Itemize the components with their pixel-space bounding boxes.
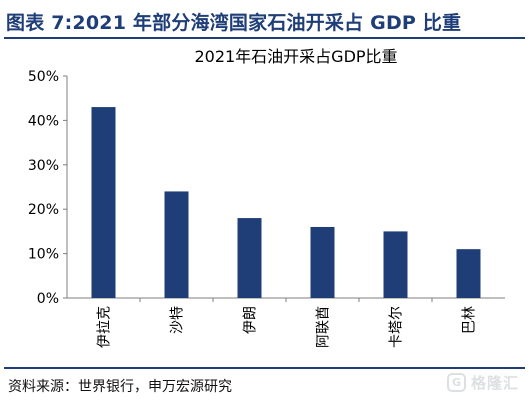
figure-title: 图表 7:2021 年部分海湾国家石油开采占 GDP 比重 — [6, 12, 462, 34]
bar-2 — [164, 191, 189, 298]
title-rule — [4, 37, 525, 39]
x-tick-label: 伊拉克 — [97, 306, 113, 348]
source-rule — [4, 367, 525, 369]
chart-title: 2021年石油开采占GDP比重 — [194, 47, 397, 66]
x-tick-labels: 伊拉克 沙特 伊朗 阿联酋 卡塔尔 巴林 — [97, 306, 478, 348]
bar-3 — [237, 218, 262, 298]
x-tick-label: 阿联酋 — [315, 306, 332, 348]
x-tick-label: 卡塔尔 — [389, 306, 405, 348]
bar-4 — [310, 226, 335, 298]
y-tick-labels: 0% 10% 20% 30% 40% 50% — [28, 69, 59, 307]
watermark: G 格隆汇 — [446, 372, 519, 393]
bars — [91, 107, 481, 298]
y-tick-label: 30% — [28, 158, 59, 174]
y-tick-label: 20% — [28, 202, 59, 218]
y-tick-label: 0% — [37, 291, 59, 307]
y-tick-label: 10% — [28, 247, 59, 263]
x-tick-label: 巴林 — [462, 306, 478, 334]
watermark-logo-icon: G — [446, 373, 466, 392]
x-tick-label: 伊朗 — [243, 306, 259, 334]
bar-6 — [456, 249, 481, 298]
y-tick-label: 40% — [28, 113, 59, 129]
bar-1 — [91, 107, 116, 298]
x-tick-label: 沙特 — [170, 306, 186, 334]
y-tick-label: 50% — [28, 69, 59, 85]
watermark-text: 格隆汇 — [470, 374, 519, 392]
source-note: 资料来源：世界银行，申万宏源研究 — [8, 379, 232, 395]
bar-5 — [383, 231, 408, 298]
axes — [63, 75, 505, 302]
